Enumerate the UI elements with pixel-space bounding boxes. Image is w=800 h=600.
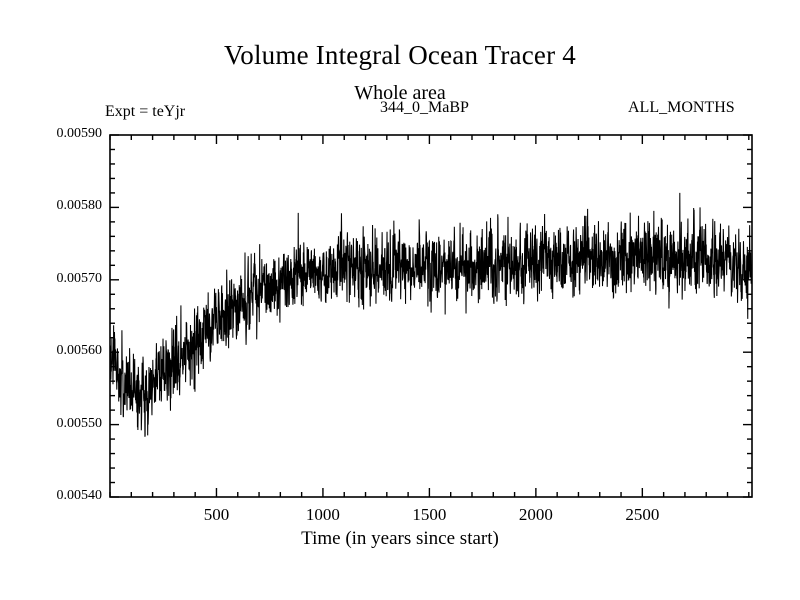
- data-series: [110, 192, 752, 437]
- y-tick-label: 0.00540: [56, 488, 103, 503]
- x-tick-label: 2500: [625, 505, 660, 524]
- y-tick-label: 0.00590: [56, 126, 103, 141]
- y-tick-label: 0.00570: [56, 270, 103, 286]
- timestamp-label: 344_0_MaBP: [380, 99, 469, 116]
- months-label: ALL_MONTHS: [628, 99, 735, 116]
- chart-title: Volume Integral Ocean Tracer 4: [224, 40, 576, 70]
- axis-ticks: [109, 134, 752, 498]
- x-axis-title: Time (in years since start): [301, 528, 499, 549]
- y-tick-label: 0.00560: [56, 343, 103, 359]
- x-tick-label: 2000: [518, 505, 553, 524]
- experiment-label: Expt = teYjr: [105, 103, 186, 120]
- y-tick-label: 0.00580: [56, 198, 103, 214]
- axis-frame: [109, 134, 753, 498]
- y-tick-label: 0.00550: [56, 415, 103, 431]
- chart-subtitle: Whole area: [354, 82, 446, 104]
- x-tick-label: 500: [203, 505, 230, 524]
- x-tick-label: 1500: [412, 505, 447, 524]
- series-line-tracer-4: [110, 192, 752, 437]
- x-tick-label: 1000: [305, 505, 340, 524]
- axis-frame-rect: [109, 134, 753, 498]
